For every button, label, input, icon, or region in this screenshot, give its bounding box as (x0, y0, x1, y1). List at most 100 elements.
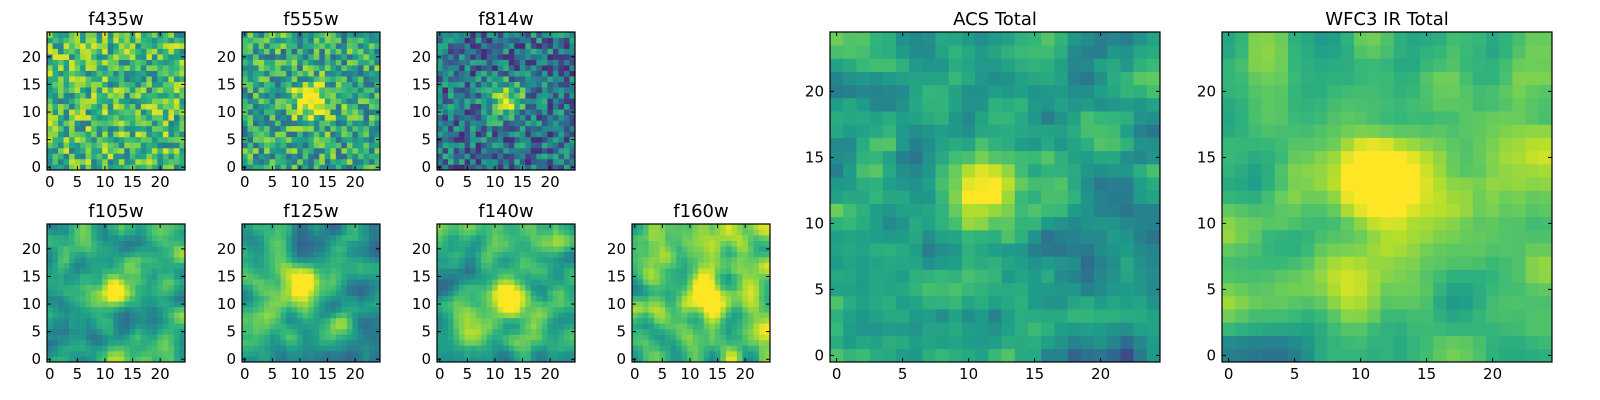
heatmap-cell (547, 251, 554, 258)
heatmap-cell (882, 150, 897, 165)
heatmap-cell (563, 268, 570, 274)
heatmap-cell (503, 76, 510, 82)
heatmap-cell (552, 131, 559, 138)
heatmap-cell (437, 290, 443, 297)
heatmap-cell (168, 257, 175, 263)
heatmap-cell (352, 235, 359, 241)
heatmap-cell (168, 136, 175, 143)
heatmap-cell (346, 257, 353, 263)
heatmap-cell (124, 76, 131, 82)
heatmap-cell (346, 136, 353, 143)
heatmap-cell (264, 323, 270, 330)
heatmap-cell (297, 235, 304, 241)
heatmap-cell (508, 301, 515, 308)
heatmap-cell (335, 323, 342, 330)
heatmap-cell (558, 284, 565, 291)
heatmap-cell (569, 229, 576, 236)
heatmap-cell (448, 224, 454, 230)
heatmap-cell (374, 235, 381, 241)
heatmap-cell (514, 54, 521, 60)
heatmap-cell (280, 262, 287, 269)
heatmap-cell (481, 246, 487, 252)
heatmap-cell (547, 153, 554, 160)
heatmap-cell (698, 345, 705, 352)
heatmap-cell (676, 339, 682, 346)
heatmap-cell (308, 334, 315, 341)
heatmap-cell (140, 290, 147, 297)
heatmap-cell (157, 257, 164, 263)
heatmap-cell (275, 323, 281, 330)
heatmap-cell (357, 32, 364, 38)
heatmap-cell (637, 246, 644, 252)
heatmap-cell (324, 317, 331, 324)
heatmap-cell (547, 323, 554, 330)
heatmap-cell (341, 350, 348, 357)
heatmap-cell (437, 153, 443, 160)
heatmap-cell (563, 147, 570, 154)
heatmap-cell (492, 98, 499, 105)
heatmap-cell (714, 328, 721, 335)
heatmap-cell (162, 153, 169, 160)
heatmap-cell (352, 251, 359, 258)
heatmap-cell (665, 290, 671, 297)
heatmap-cell (291, 295, 298, 302)
heatmap-cell (536, 334, 543, 341)
heatmap-cell (536, 92, 543, 99)
heatmap-cell (453, 306, 460, 313)
heatmap-cell (536, 142, 543, 149)
heatmap-cell (242, 339, 248, 346)
heatmap-cell (563, 301, 570, 308)
heatmap-cell (253, 306, 259, 313)
heatmap-cell (508, 257, 515, 263)
heatmap-cell (302, 306, 309, 313)
heatmap-cell (258, 59, 265, 66)
heatmap-cell (530, 235, 537, 241)
heatmap-cell (1001, 348, 1016, 363)
heatmap-cell (80, 224, 86, 230)
heatmap-cell (530, 334, 537, 341)
heatmap-cell (659, 317, 666, 324)
heatmap-cell (258, 273, 265, 280)
heatmap-cell (91, 356, 97, 363)
heatmap-cell (747, 328, 754, 335)
heatmap-cell (843, 164, 857, 178)
heatmap-cell (313, 257, 320, 263)
heatmap-cell (269, 98, 276, 105)
heatmap-cell (654, 334, 660, 341)
heatmap-cell (129, 229, 136, 236)
heatmap-cell (253, 273, 259, 280)
heatmap-cell (659, 290, 666, 297)
heatmap-cell (85, 120, 92, 127)
heatmap-cell (129, 136, 136, 143)
y-tick-label: 10 (22, 103, 41, 121)
heatmap-cell (869, 203, 884, 218)
heatmap-cell (676, 279, 682, 286)
heatmap-cell (1041, 177, 1055, 191)
heatmap-cell (357, 328, 364, 335)
heatmap-cell (335, 81, 342, 88)
heatmap-cell (764, 295, 771, 302)
heatmap-cell (280, 54, 287, 60)
heatmap-cell (525, 37, 532, 44)
heatmap-cell (341, 251, 348, 258)
heatmap-cell (632, 251, 638, 258)
heatmap-cell (922, 256, 936, 270)
heatmap-cell (297, 59, 304, 66)
heatmap-cell (162, 114, 169, 121)
heatmap-cell (173, 48, 180, 55)
heatmap-cell (692, 301, 699, 308)
heatmap-cell (168, 65, 175, 71)
heatmap-cell (830, 282, 844, 297)
heatmap-cell (637, 273, 644, 280)
heatmap-cell (179, 350, 186, 357)
heatmap-cell (47, 120, 53, 127)
heatmap-cell (253, 37, 259, 44)
heatmap-cell (286, 48, 292, 55)
heatmap-cell (247, 32, 254, 38)
heatmap-cell (173, 295, 180, 302)
heatmap-cell (357, 87, 364, 94)
heatmap-cell (91, 109, 97, 116)
heatmap-cell (508, 295, 515, 302)
heatmap-cell (151, 125, 158, 132)
heatmap-cell (140, 251, 147, 258)
